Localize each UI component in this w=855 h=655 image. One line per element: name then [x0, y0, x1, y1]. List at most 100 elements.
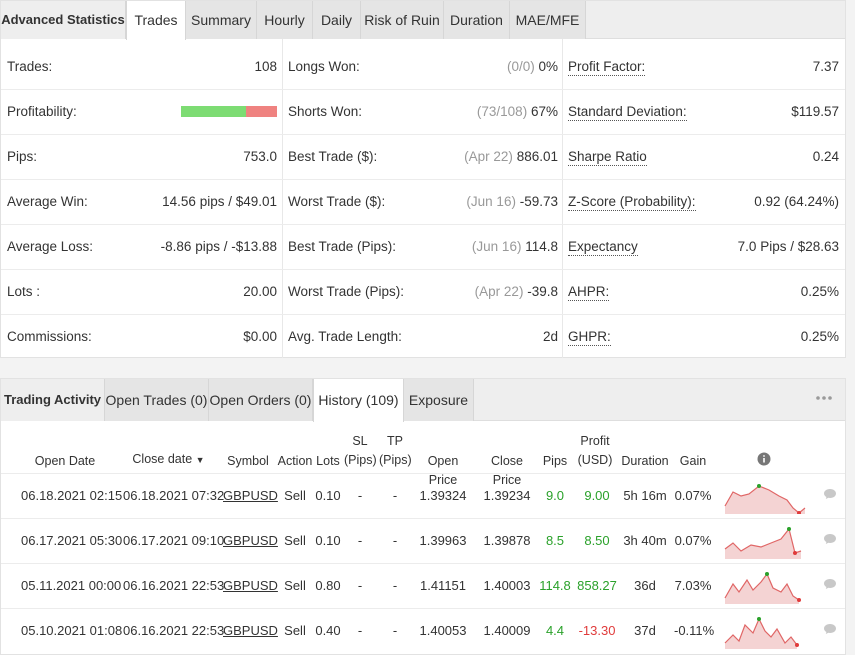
- col-close-date[interactable]: Close date ▼: [132, 452, 205, 466]
- gain-cell: 0.07%: [674, 488, 712, 503]
- stat-value-standard-deviation: $119.57: [791, 104, 839, 119]
- symbol-link[interactable]: GBPUSD: [223, 533, 278, 548]
- col-pips[interactable]: Pips: [542, 454, 568, 468]
- stat-value-longs-won: (0/0) 0%: [506, 59, 558, 74]
- comment-icon[interactable]: [823, 578, 837, 590]
- lots-cell: 0.40: [315, 623, 341, 638]
- gain-cell: -0.11%: [674, 623, 715, 638]
- stat-label-sharpe-ratio[interactable]: Sharpe Ratio: [568, 149, 647, 166]
- gain-cell: 7.03%: [674, 578, 712, 593]
- stat-value-expectancy: 7.0 Pips / $28.63: [737, 239, 839, 254]
- tab-open-orders[interactable]: Open Orders (0): [209, 379, 313, 421]
- close-price-cell: 1.39234: [483, 488, 531, 503]
- more-horizontal-icon[interactable]: [815, 391, 833, 405]
- gain-cell: 0.07%: [674, 533, 712, 548]
- tab-exposure[interactable]: Exposure: [404, 379, 474, 421]
- stat-label-longs-won: Longs Won:: [288, 59, 360, 74]
- open-date-cell: 05.10.2021 01:08: [21, 623, 123, 638]
- col-action[interactable]: Action: [277, 454, 313, 468]
- profitability-bar: [181, 106, 277, 117]
- stat-value-trades: 108: [254, 59, 277, 74]
- advanced-statistics-panel: Advanced Statistics Trades Summary Hourl…: [0, 0, 846, 358]
- close-price-cell: 1.39878: [483, 533, 531, 548]
- open-price-cell: 1.39324: [419, 488, 467, 503]
- col-tp[interactable]: TP (Pips): [379, 434, 412, 467]
- stat-label-expectancy[interactable]: Expectancy: [568, 239, 638, 256]
- tp-cell: -: [392, 578, 398, 593]
- open-price-cell: 1.39963: [419, 533, 467, 548]
- symbol-link[interactable]: GBPUSD: [223, 623, 278, 638]
- info-icon[interactable]: [757, 452, 771, 466]
- stat-label-z-score[interactable]: Z-Score (Probability):: [568, 194, 696, 211]
- col-sl[interactable]: SL (Pips): [344, 434, 377, 467]
- stat-label-standard-deviation[interactable]: Standard Deviation:: [568, 104, 687, 121]
- stats-row: Lots : 20.00 Worst Trade (Pips): (Apr 22…: [1, 270, 845, 315]
- column-divider: [282, 39, 283, 358]
- tab-daily[interactable]: Daily: [313, 1, 361, 39]
- tab-risk-of-ruin[interactable]: Risk of Ruin: [361, 1, 444, 39]
- stat-label-best-trade-usd: Best Trade ($):: [288, 149, 378, 164]
- col-profit[interactable]: Profit (USD): [577, 434, 613, 467]
- stat-label-best-trade-pips: Best Trade (Pips):: [288, 239, 397, 254]
- col-open-date[interactable]: Open Date: [34, 454, 96, 468]
- action-cell: Sell: [284, 578, 306, 593]
- stats-row: Commissions: $0.00 Avg. Trade Length: 2d…: [1, 315, 845, 360]
- col-symbol[interactable]: Symbol: [227, 454, 269, 468]
- stat-label-ghpr[interactable]: GHPR:: [568, 329, 611, 346]
- profit-cell: 9.00: [584, 488, 610, 503]
- duration-cell: 37d: [634, 623, 656, 638]
- stat-value-ghpr: 0.25%: [800, 329, 839, 344]
- stat-value-ahpr: 0.25%: [800, 284, 839, 299]
- tab-trades[interactable]: Trades: [126, 1, 186, 40]
- profitability-won-segment: [181, 106, 246, 117]
- tab-summary[interactable]: Summary: [186, 1, 257, 39]
- stat-label-profitability: Profitability:: [7, 104, 77, 119]
- col-close-price[interactable]: Close Price: [491, 454, 523, 487]
- table-row[interactable]: 05.10.2021 01:08 06.16.2021 22:53 GBPUSD Se…: [1, 608, 845, 653]
- stat-value-sharpe-ratio: 0.24: [812, 149, 839, 164]
- tab-duration[interactable]: Duration: [444, 1, 510, 39]
- comment-icon[interactable]: [823, 488, 837, 500]
- open-price-cell: 1.41151: [419, 578, 467, 593]
- lots-cell: 0.10: [315, 488, 341, 503]
- stat-value-average-loss: -8.86 pips / -$13.88: [160, 239, 277, 254]
- stats-row: Pips: 753.0 Best Trade ($): (Apr 22) 886…: [1, 135, 845, 180]
- tab-history[interactable]: History (109): [313, 379, 404, 422]
- stat-label-profit-factor[interactable]: Profit Factor:: [568, 59, 646, 76]
- close-date-cell: 06.18.2021 07:32: [123, 488, 225, 503]
- stats-tab-bar: Advanced Statistics Trades Summary Hourl…: [1, 1, 845, 40]
- comment-icon[interactable]: [823, 533, 837, 545]
- comment-icon[interactable]: [823, 623, 837, 635]
- stats-row: Profitability: Shorts Won: (73/108) 67% …: [1, 90, 845, 135]
- tab-mae-mfe[interactable]: MAE/MFE: [510, 1, 586, 39]
- tab-trading-activity-title: Trading Activity: [1, 379, 105, 421]
- stat-label-worst-trade-usd: Worst Trade ($):: [288, 194, 386, 209]
- table-row[interactable]: 06.18.2021 02:15 06.18.2021 07:32 GBPUSD Se…: [1, 473, 845, 518]
- stat-value-shorts-won: (73/108) 67%: [476, 104, 558, 119]
- profitability-lost-segment: [245, 106, 277, 117]
- duration-cell: 36d: [634, 578, 656, 593]
- close-date-cell: 06.17.2021 09:10: [123, 533, 225, 548]
- col-open-price[interactable]: Open Price: [427, 454, 459, 487]
- tp-cell: -: [392, 488, 398, 503]
- col-lots[interactable]: Lots: [316, 454, 340, 468]
- close-date-cell: 06.16.2021 22:53: [123, 623, 225, 638]
- stats-row: Average Win: 14.56 pips / $49.01 Worst T…: [1, 180, 845, 225]
- table-row[interactable]: 06.17.2021 05:30 06.17.2021 09:10 GBPUSD Se…: [1, 518, 845, 563]
- col-gain[interactable]: Gain: [679, 454, 707, 468]
- tab-open-trades[interactable]: Open Trades (0): [105, 379, 209, 421]
- profit-cell: 8.50: [584, 533, 610, 548]
- col-duration[interactable]: Duration: [621, 454, 669, 468]
- profit-cell: -13.30: [578, 623, 616, 638]
- stat-value-worst-trade-usd: (Jun 16) -59.73: [466, 194, 558, 209]
- symbol-link[interactable]: GBPUSD: [223, 488, 278, 503]
- stat-label-ahpr[interactable]: AHPR:: [568, 284, 610, 301]
- stat-value-pips: 753.0: [243, 149, 277, 164]
- symbol-link[interactable]: GBPUSD: [223, 578, 278, 593]
- tab-hourly[interactable]: Hourly: [257, 1, 313, 39]
- stat-value-best-trade-pips: (Jun 16) 114.8: [471, 239, 558, 254]
- tab-advanced-statistics-title: Advanced Statistics: [1, 1, 126, 39]
- table-row[interactable]: 05.11.2021 00:00 06.16.2021 22:53 GBPUSD Se…: [1, 563, 845, 608]
- stat-value-average-win: 14.56 pips / $49.01: [162, 194, 277, 209]
- activity-tab-bar: Trading Activity Open Trades (0) Open Or…: [1, 379, 845, 422]
